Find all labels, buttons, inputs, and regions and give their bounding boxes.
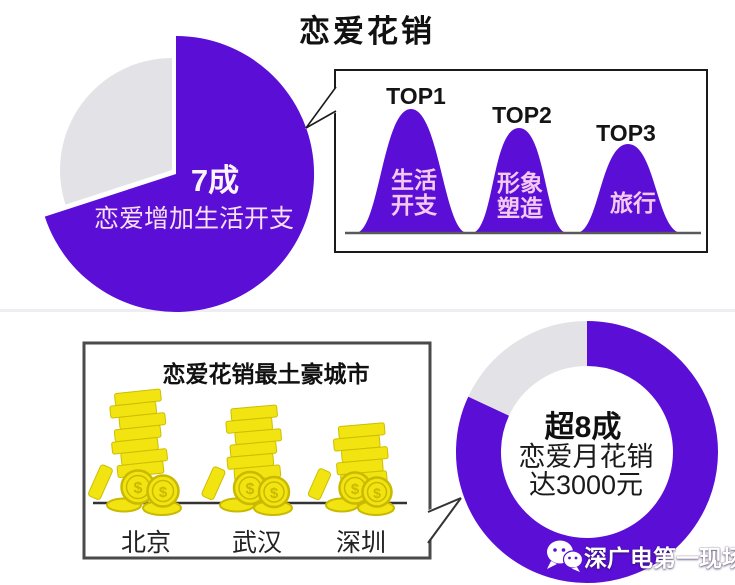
coin-stack-beijing: $ $ bbox=[88, 388, 182, 516]
rank-label-top1: TOP1 bbox=[386, 83, 446, 109]
svg-text:$: $ bbox=[270, 485, 279, 502]
city-label-shenzhen: 深圳 bbox=[335, 529, 386, 557]
hill-label-line: 开支 bbox=[391, 192, 437, 218]
hill-top2 bbox=[472, 128, 567, 233]
pie-slice-purple bbox=[44, 35, 315, 312]
rank-label-top2: TOP2 bbox=[492, 102, 552, 128]
hill-top3 bbox=[577, 144, 681, 233]
pie-caption: 恋爱增加生活开支 bbox=[93, 205, 294, 233]
svg-text:$: $ bbox=[134, 480, 143, 497]
svg-text:$: $ bbox=[159, 484, 168, 501]
donut-headline: 超8成 bbox=[544, 411, 622, 444]
pie-slice-gray bbox=[60, 58, 172, 205]
donut-segment-purple bbox=[456, 321, 718, 583]
svg-text:$: $ bbox=[373, 485, 381, 501]
wechat-icon bbox=[547, 540, 584, 572]
donut-caption-line1: 恋爱月花销 bbox=[518, 442, 654, 472]
donut-segment-gray bbox=[468, 321, 588, 417]
hill-label-line: 形象 bbox=[497, 170, 543, 196]
svg-text:$: $ bbox=[351, 481, 360, 498]
watermark-label: 深广电第一现场 bbox=[584, 545, 735, 571]
svg-text:$: $ bbox=[246, 481, 255, 498]
city-label-wuhan: 武汉 bbox=[231, 529, 282, 557]
hill-label-line: 生活 bbox=[391, 167, 437, 193]
hill-label-top3: 旅行 bbox=[578, 191, 688, 216]
coin-stack-shenzhen: $ $ bbox=[307, 422, 395, 516]
pie-percent-label: 7成 bbox=[190, 163, 240, 198]
pie-chart bbox=[44, 35, 315, 312]
section-divider bbox=[0, 309, 735, 312]
donut-chart bbox=[456, 321, 718, 583]
city-label-beijing: 北京 bbox=[120, 529, 171, 557]
hill-label-line: 塑造 bbox=[497, 195, 543, 221]
hill-label-top2: 形象 塑造 bbox=[465, 171, 575, 221]
callout-tail-top-line bbox=[305, 86, 337, 129]
donut-caption-line2: 达3000元 bbox=[528, 470, 644, 500]
hill-label-top1: 生活 开支 bbox=[359, 168, 469, 218]
callout-tail-bottom-line bbox=[427, 497, 462, 513]
callout-tail-bottom-line bbox=[427, 497, 462, 544]
callout-tail-top-line bbox=[305, 110, 337, 129]
ranking-hills bbox=[345, 109, 701, 235]
page-title: 恋爱花销 bbox=[299, 14, 435, 49]
rank-label-top3: TOP3 bbox=[596, 120, 656, 146]
coin-stack-wuhan: $ $ bbox=[201, 404, 293, 516]
city-box-title: 恋爱花销最土豪城市 bbox=[162, 361, 370, 387]
hill-top1 bbox=[356, 109, 467, 233]
hill-label-line: 旅行 bbox=[610, 190, 656, 216]
